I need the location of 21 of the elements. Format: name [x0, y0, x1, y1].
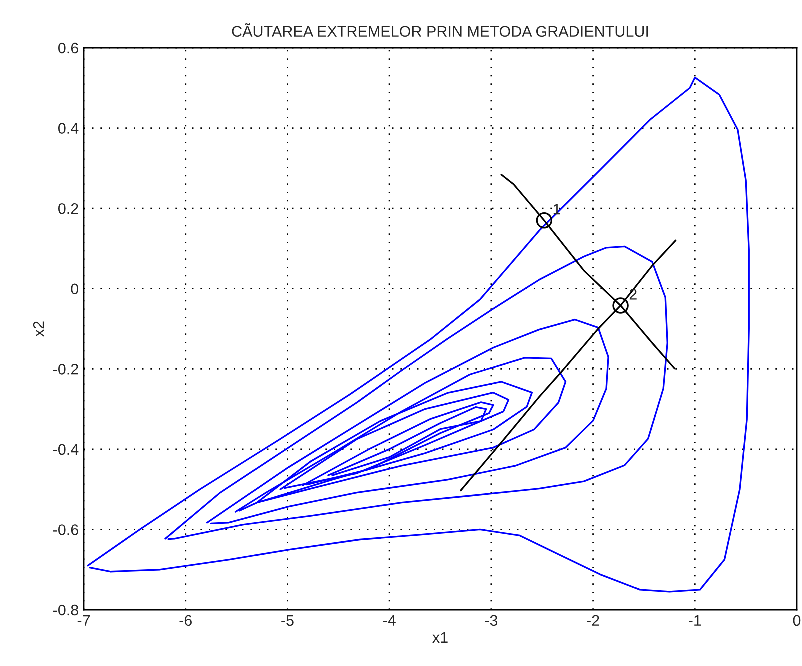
y-axis-title: x2: [33, 322, 44, 337]
x-tick-label: 0: [793, 615, 801, 626]
annotation: 1: [554, 204, 560, 215]
x-axis-title: x1: [432, 632, 448, 643]
x-tick-label: -5: [282, 615, 294, 626]
x-tick-label: -3: [485, 615, 498, 626]
y-tick-label: 0: [71, 284, 79, 295]
y-tick-label: 0.2: [58, 203, 78, 214]
y-tick-label: -0.6: [53, 524, 78, 536]
x-tick-label: -2: [587, 615, 600, 626]
y-tick-label: -0.2: [53, 364, 78, 375]
x-tick-label: -1: [689, 615, 702, 626]
x-tick-label: -6: [180, 615, 192, 626]
y-tick-label: -0.4: [53, 444, 79, 456]
x-tick-label: -7: [78, 615, 90, 626]
y-tick-label: 0.4: [58, 123, 79, 134]
x-tick-label: -4: [383, 615, 396, 626]
y-tick-label: 0.6: [58, 42, 78, 54]
y-tick-label: -0.8: [53, 604, 78, 616]
chart-title: CÃUTAREA EXTREMELOR PRIN METODA GRADIENTULUI: [232, 23, 648, 38]
annotation: 2: [630, 289, 637, 300]
